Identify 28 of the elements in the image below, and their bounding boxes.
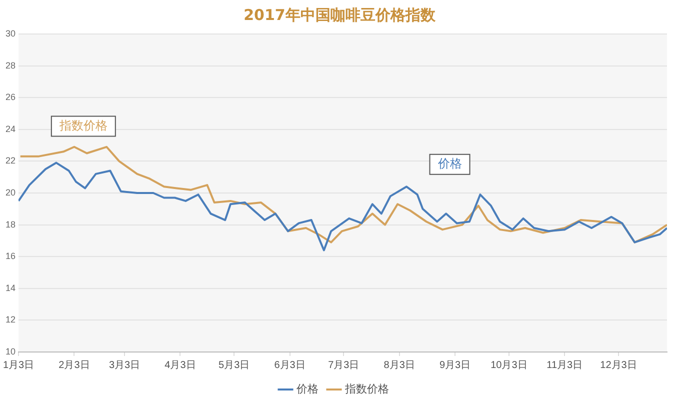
y-tick-label: 30 <box>6 28 16 38</box>
y-tick-label: 12 <box>6 314 16 325</box>
x-tick-label: 12月3日 <box>600 360 637 371</box>
x-tick-label: 7月3日 <box>328 360 360 371</box>
chart-title: 2017年中国咖啡豆价格指数 <box>242 6 436 25</box>
annotation: 指数价格 <box>58 118 108 132</box>
y-tick-label: 24 <box>6 124 16 134</box>
y-tick-label: 16 <box>6 251 16 262</box>
x-tick-label: 11月3日 <box>546 360 583 371</box>
y-tick-label: 28 <box>6 60 16 70</box>
x-tick-label: 3月3日 <box>108 360 140 371</box>
x-tick-label: 6月3日 <box>274 360 306 371</box>
x-tick-label: 8月3日 <box>384 360 415 371</box>
annotation: 价格 <box>436 156 462 171</box>
y-tick-label: 26 <box>6 92 16 102</box>
x-tick-label: 9月3日 <box>439 360 471 371</box>
y-tick-label: 22 <box>6 156 16 166</box>
x-tick-label: 1月3日 <box>3 360 34 371</box>
x-tick-label: 5月3日 <box>218 360 250 371</box>
x-tick-label: 10月3日 <box>490 360 528 371</box>
legend-label: 指数价格 <box>344 384 389 396</box>
y-tick-label: 18 <box>6 219 16 230</box>
y-tick-label: 10 <box>6 346 16 356</box>
x-tick-label: 4月3日 <box>164 360 196 371</box>
legend-label: 价格 <box>296 384 318 396</box>
x-tick-label: 2月3日 <box>58 360 90 371</box>
y-tick-label: 20 <box>6 187 16 198</box>
y-tick-label: 14 <box>6 282 16 293</box>
